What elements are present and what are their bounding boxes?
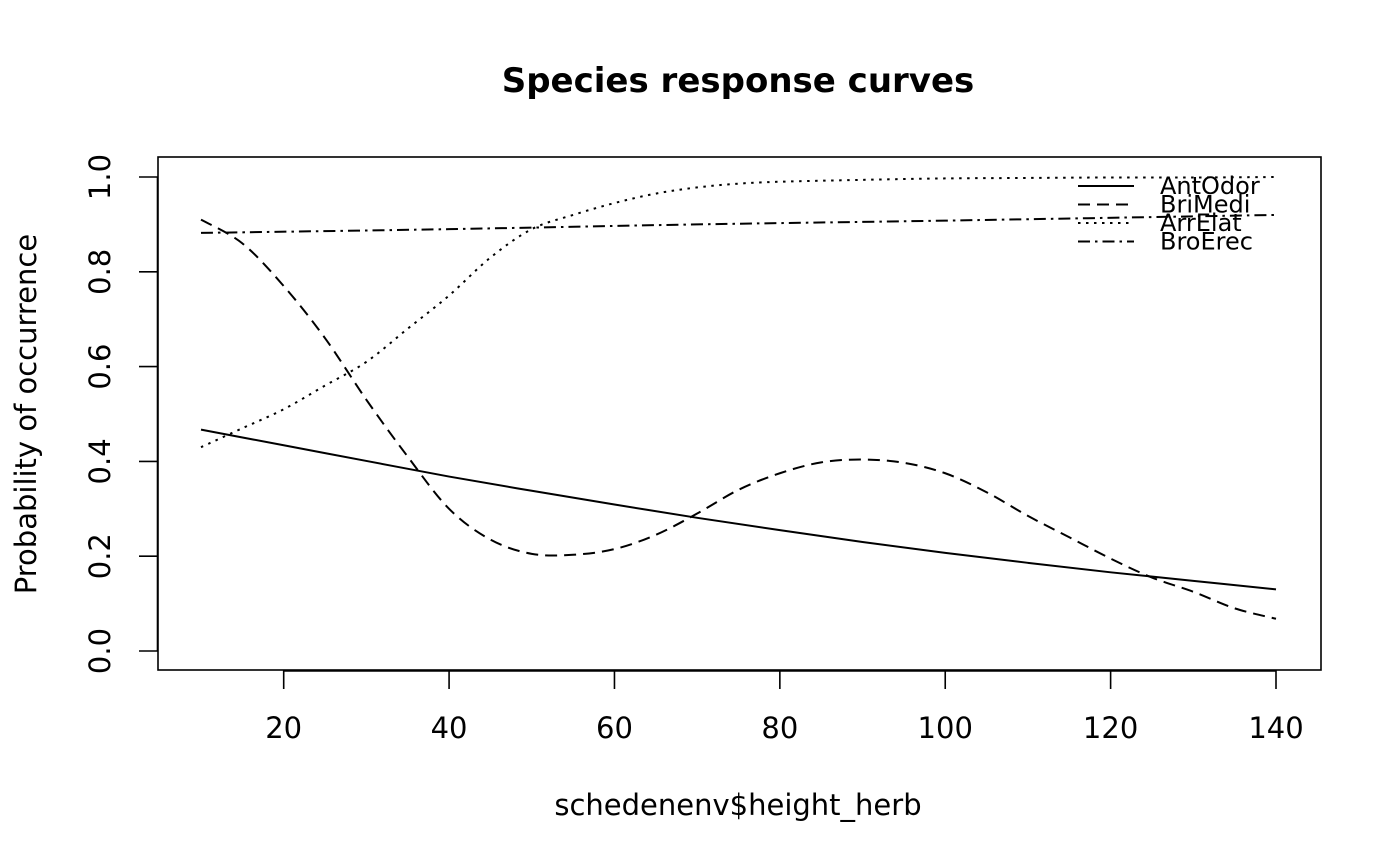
- x-tick-label: 120: [1083, 711, 1138, 745]
- y-axis-label: Probability of occurrence: [9, 234, 43, 594]
- series-line-broerec: [200, 213, 1277, 234]
- legend-label-brimedi: BriMedi: [1160, 191, 1250, 219]
- series-line-brimedi: [200, 218, 1277, 620]
- x-tick-label: 40: [431, 711, 468, 745]
- chart-title: Species response curves: [502, 61, 975, 101]
- series-layer: [200, 176, 1277, 620]
- x-tick-label: 20: [265, 711, 302, 745]
- x-tick-label: 100: [918, 711, 973, 745]
- y-tick-label: 0.6: [83, 344, 117, 390]
- x-tick-label: 80: [761, 711, 798, 745]
- y-tick-label: 0.8: [83, 249, 117, 295]
- series-line-arrelat: [200, 176, 1277, 449]
- x-axis: 20 40 60 80 100 120 140: [265, 670, 1304, 745]
- plot-frame: [157, 156, 1322, 671]
- series-line-antodor: [200, 428, 1277, 591]
- y-tick-label: 0.4: [83, 438, 117, 484]
- x-axis-label: schedenenv$height_herb: [554, 788, 921, 822]
- y-axis: 0.0 0.2 0.4 0.6 0.8 1.0: [83, 154, 159, 674]
- legend-label-arrelat: ArrElat: [1160, 209, 1242, 237]
- x-tick-label: 60: [596, 711, 633, 745]
- legend-label-antodor: AntOdor: [1160, 172, 1260, 200]
- x-tick-label: 140: [1248, 711, 1303, 745]
- y-tick-label: 0.0: [83, 628, 117, 674]
- y-tick-label: 1.0: [83, 154, 117, 200]
- legend-label-broerec: BroErec: [1160, 228, 1253, 256]
- y-tick-label: 0.2: [83, 533, 117, 579]
